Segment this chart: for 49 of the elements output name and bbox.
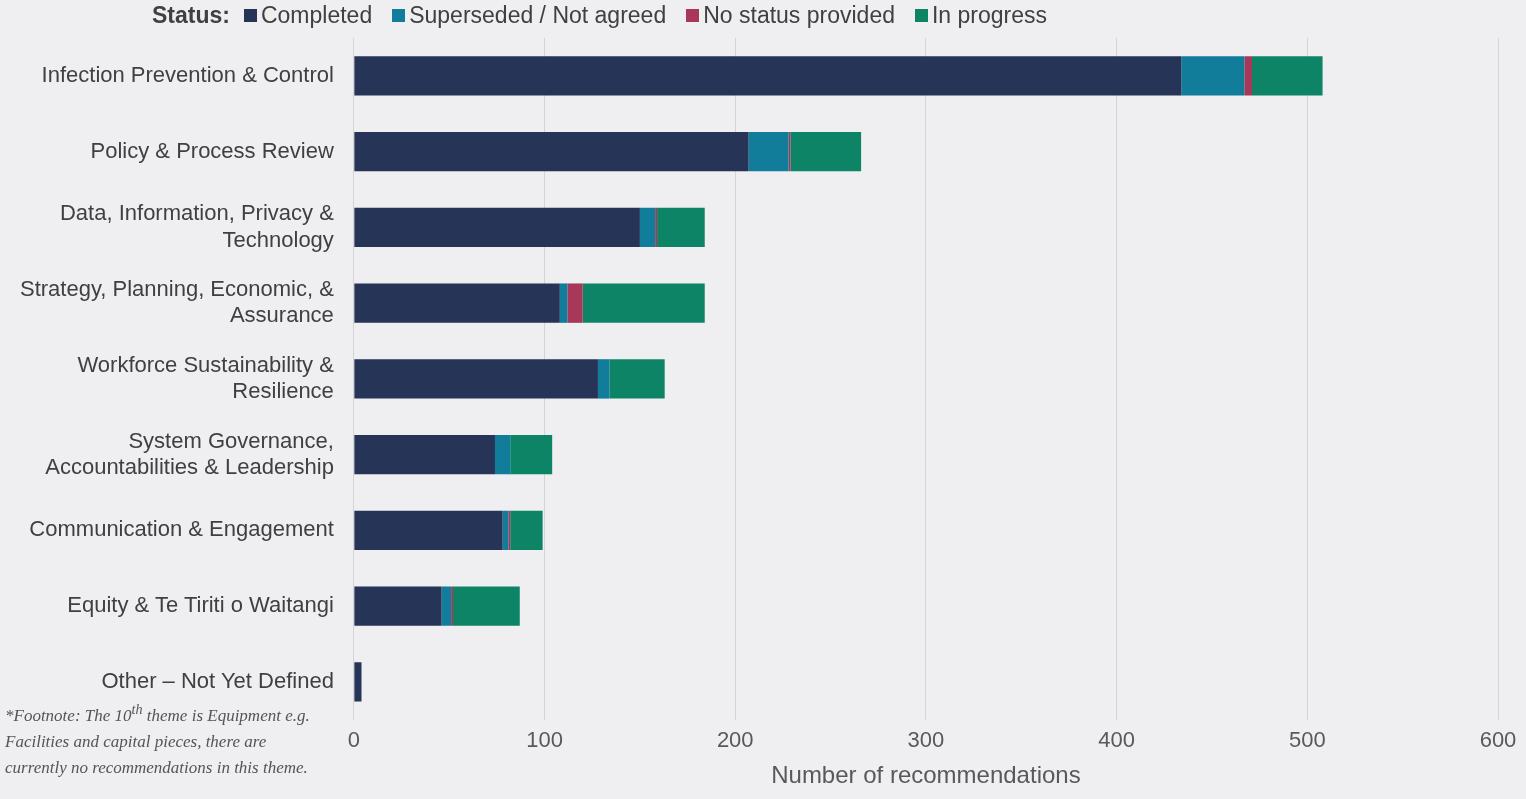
bar xyxy=(354,283,560,323)
y-tick-label: System Governance, Accountabilities & Leadership xyxy=(45,427,334,479)
legend-label: Completed xyxy=(260,2,373,29)
bar xyxy=(441,586,452,626)
bar xyxy=(597,359,610,399)
legend-label: In progress xyxy=(931,2,1048,29)
bar xyxy=(354,586,442,626)
bar xyxy=(354,359,598,399)
bar xyxy=(494,434,511,475)
bar xyxy=(354,662,362,702)
y-tick-label: Strategy, Planning, Economic, & Assurance xyxy=(19,276,335,328)
bar xyxy=(582,283,705,323)
bar xyxy=(609,359,665,399)
y-tick-label: Communication & Engagement xyxy=(29,516,334,542)
y-tick-label: Other – Not Yet Defined xyxy=(101,667,334,693)
y-tick-label: Infection Prevention & Control xyxy=(41,61,334,87)
bar xyxy=(354,434,495,475)
text: *Footnote: The 10$^{th}$ theme is Equipment e.g. Facilities and capital pieces, there are currently no recommendations in this theme. xyxy=(5,700,311,779)
bar xyxy=(1252,56,1323,96)
legend-title: Status: xyxy=(152,2,230,29)
bar xyxy=(354,56,1182,96)
bar xyxy=(510,434,553,475)
y-tick-label: Data, Information, Privacy & Technology xyxy=(59,200,335,252)
x-tick-label: 300 xyxy=(907,727,945,753)
bar xyxy=(1181,56,1245,96)
bar xyxy=(657,207,705,248)
legend-label: No status provided xyxy=(703,2,895,29)
bar xyxy=(639,207,656,248)
x-tick-label: 600 xyxy=(1479,727,1517,753)
x-axis-title: Number of recommendations xyxy=(771,761,1081,789)
bar xyxy=(354,510,503,551)
x-tick-label: 500 xyxy=(1288,727,1326,753)
bar xyxy=(559,283,568,323)
bar xyxy=(748,131,789,172)
bar xyxy=(567,283,583,323)
x-tick-label: 100 xyxy=(526,727,563,753)
x-tick-label: 200 xyxy=(716,727,754,753)
x-tick-label: 400 xyxy=(1098,727,1135,753)
bar xyxy=(510,510,543,551)
bar xyxy=(453,586,520,626)
bar xyxy=(354,131,749,172)
y-tick-label: Policy & Process Review xyxy=(90,137,334,163)
legend-label: Superseded / Not agreed xyxy=(409,2,667,29)
y-tick-label: Equity & Te Tiriti o Waitangi xyxy=(67,592,334,618)
bar xyxy=(1244,56,1253,96)
x-tick-label: 0 xyxy=(347,727,360,753)
y-tick-label: Workforce Sustainability & Resilience xyxy=(77,351,335,404)
bar xyxy=(354,207,640,248)
bar xyxy=(790,131,862,172)
